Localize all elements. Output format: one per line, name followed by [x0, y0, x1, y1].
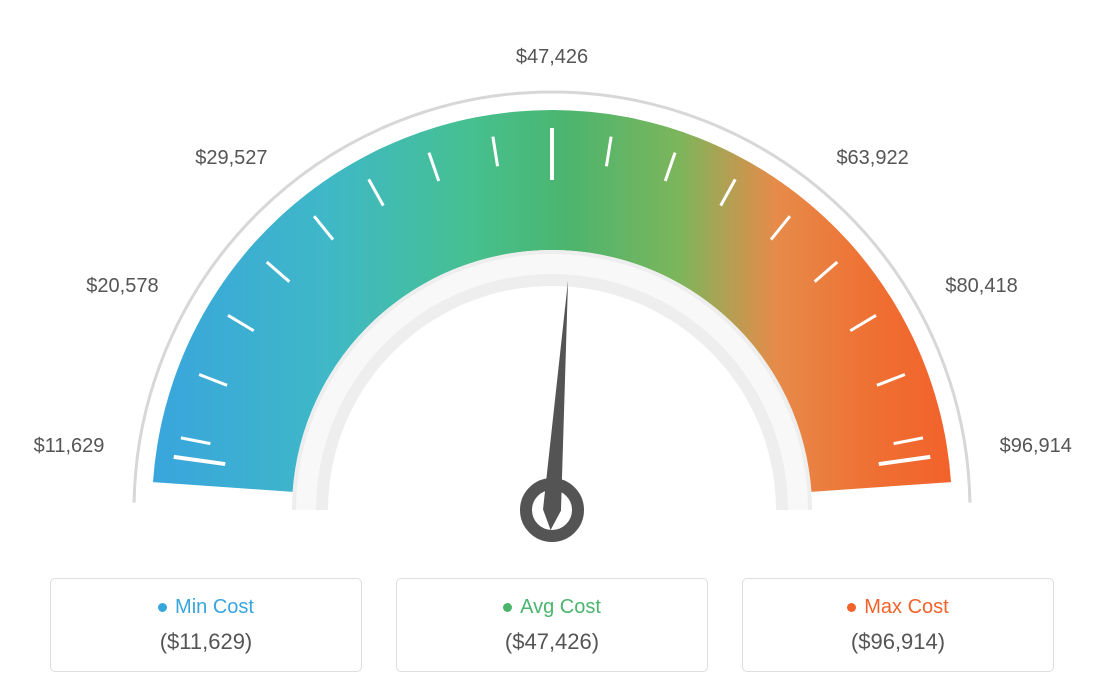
gauge-label-1: $20,578	[73, 275, 159, 298]
gauge-container: $11,629 $20,578 $29,527 $47,426 $63,922 $80,4…	[0, 0, 1104, 560]
gauge-svg	[0, 0, 1104, 560]
legend-value-min: ($11,629)	[160, 629, 253, 655]
gauge-label-5: $80,418	[945, 275, 1017, 298]
gauge-label-4: $63,922	[836, 147, 908, 170]
legend-dot-max	[847, 603, 856, 612]
legend-dot-avg	[503, 603, 512, 612]
gauge-label-0: $11,629	[18, 435, 104, 458]
legend-card-max: Max Cost ($96,914)	[742, 578, 1054, 672]
legend-label-max: Max Cost	[864, 596, 948, 619]
legend-value-max: ($96,914)	[851, 629, 945, 655]
legend-card-avg: Avg Cost ($47,426)	[396, 578, 708, 672]
legend-value-avg: ($47,426)	[505, 629, 599, 655]
gauge-label-6: $96,914	[1000, 435, 1072, 458]
legend-title-min: Min Cost	[158, 596, 254, 619]
legend-label-avg: Avg Cost	[520, 596, 601, 619]
legend-title-max: Max Cost	[847, 596, 948, 619]
gauge-label-3: $47,426	[509, 46, 595, 69]
gauge-label-2: $29,527	[182, 147, 268, 170]
legend-title-avg: Avg Cost	[503, 596, 601, 619]
legend-card-min: Min Cost ($11,629)	[50, 578, 362, 672]
legend-dot-min	[158, 603, 167, 612]
legend-label-min: Min Cost	[175, 596, 254, 619]
legend-row: Min Cost ($11,629) Avg Cost ($47,426) Ma…	[0, 578, 1104, 672]
